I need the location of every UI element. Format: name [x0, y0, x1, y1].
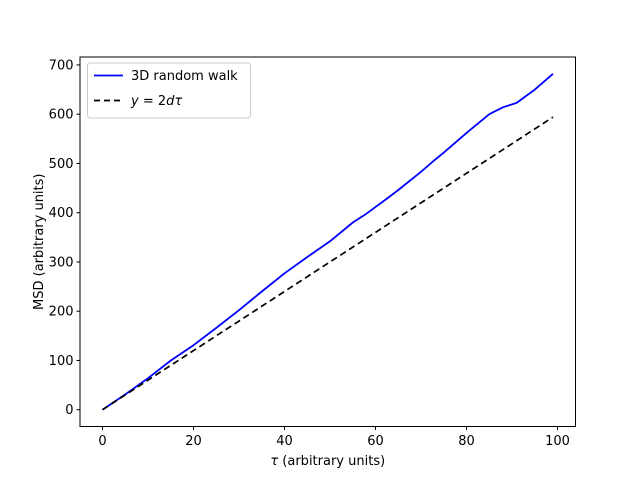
y-tick-label: 100 [49, 354, 74, 369]
text-part: (arbitrary units) [278, 454, 385, 469]
y-axis: 0 100 200 300 400 500 600 700 [49, 58, 80, 418]
text-part: MSD (arbitrary units) [32, 174, 47, 310]
text-part: 700 [49, 58, 74, 73]
series-group [101, 73, 554, 411]
text-part: 100 [545, 434, 570, 449]
x-tick-label: 100 [545, 434, 570, 449]
text-part: y [130, 94, 139, 109]
x-tick-label: 60 [367, 434, 384, 449]
legend-label: y = 2dτ [130, 94, 182, 109]
y-tick-label: 600 [49, 108, 74, 123]
y-tick-label: 700 [49, 58, 74, 73]
y-tick-label: 0 [65, 403, 73, 418]
text-part: 0 [98, 434, 106, 449]
x-tick-label: 20 [185, 434, 202, 449]
text-part: 100 [49, 354, 74, 369]
legend-box [87, 62, 251, 119]
series-line-dashed [102, 116, 554, 411]
legend-entry: y = 2dτ [94, 94, 182, 109]
text-part: τ [174, 94, 182, 109]
text-part: 500 [49, 157, 74, 172]
text-part: d [166, 94, 175, 109]
legend: 3D random walk y = 2dτ [87, 62, 251, 119]
text-part: 400 [49, 206, 74, 221]
x-tick-label: 0 [98, 434, 106, 449]
text-part: = 2 [139, 94, 166, 109]
text-part: 20 [185, 434, 202, 449]
legend-label: 3D random walk [131, 69, 238, 84]
axes-frame [79, 56, 576, 427]
text-part: τ [270, 454, 278, 469]
text-part: 200 [49, 305, 74, 320]
y-tick-label: 400 [49, 206, 74, 221]
x-axis-label: τ (arbitrary units) [270, 454, 385, 469]
y-tick-label: 500 [49, 157, 74, 172]
plot-area [80, 57, 576, 427]
x-tick-label: 40 [276, 434, 293, 449]
text-part: 0 [65, 403, 73, 418]
y-tick-label: 300 [49, 255, 74, 270]
y-tick-label: 200 [49, 305, 74, 320]
text-part: 300 [49, 255, 74, 270]
text-part: 40 [276, 434, 293, 449]
text-part: 600 [49, 108, 74, 123]
text-part: 60 [367, 434, 384, 449]
text-part: 80 [458, 434, 475, 449]
x-tick-label: 80 [458, 434, 475, 449]
x-axis: 0 20 40 60 80 100 [98, 426, 570, 449]
legend-entry: 3D random walk [94, 69, 238, 84]
y-axis-label: MSD (arbitrary units) [32, 174, 47, 310]
text-part: 3D random walk [131, 69, 238, 84]
series-line-solid [101, 73, 554, 411]
